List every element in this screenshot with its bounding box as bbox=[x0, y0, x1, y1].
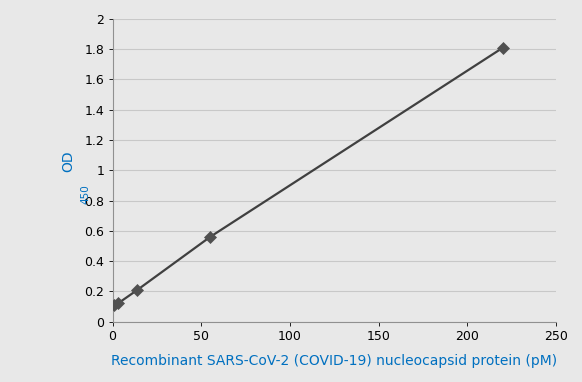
Text: OD: OD bbox=[61, 151, 75, 172]
X-axis label: Recombinant SARS-CoV-2 (COVID-19) nucleocapsid protein (pM): Recombinant SARS-CoV-2 (COVID-19) nucleo… bbox=[111, 354, 558, 368]
Text: 450: 450 bbox=[81, 185, 91, 204]
